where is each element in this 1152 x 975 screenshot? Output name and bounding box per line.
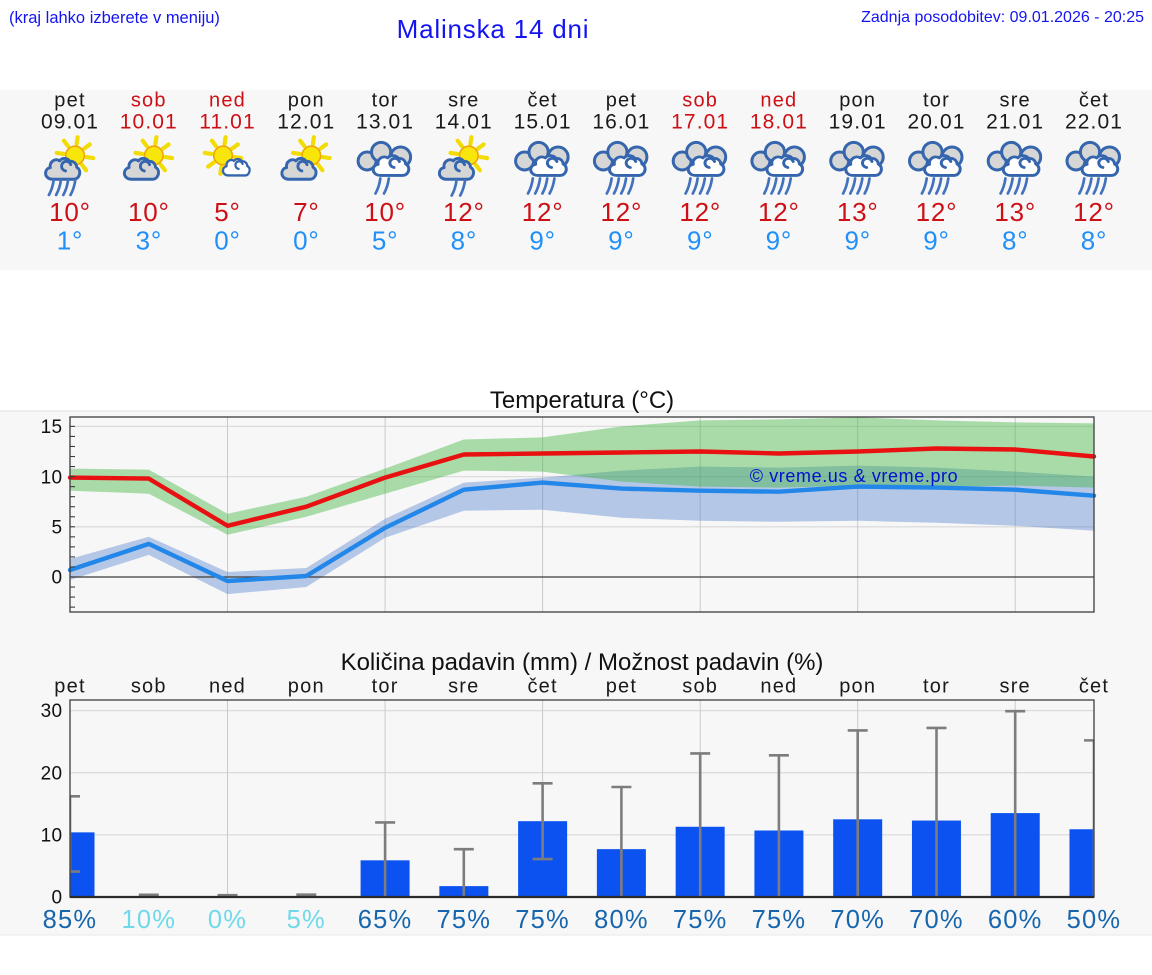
svg-text:09.01: 09.01 — [41, 111, 99, 134]
svg-text:sre: sre — [1000, 676, 1031, 698]
svg-text:pon: pon — [288, 676, 325, 698]
svg-text:5: 5 — [52, 518, 63, 539]
svg-text:70%: 70% — [830, 906, 885, 934]
svg-text:9°: 9° — [608, 226, 634, 256]
svg-text:pon: pon — [839, 90, 876, 112]
svg-text:0°: 0° — [293, 226, 319, 256]
svg-text:22.01: 22.01 — [1065, 111, 1123, 134]
svg-text:20.01: 20.01 — [907, 111, 965, 134]
svg-text:11.01: 11.01 — [199, 111, 256, 134]
svg-text:75%: 75% — [436, 906, 491, 934]
svg-text:pon: pon — [288, 90, 325, 112]
svg-text:pet: pet — [54, 90, 85, 112]
svg-text:pet: pet — [54, 676, 85, 698]
svg-text:15: 15 — [41, 417, 63, 438]
svg-text:12.01: 12.01 — [277, 111, 335, 134]
svg-text:30: 30 — [41, 701, 63, 722]
svg-text:75%: 75% — [673, 906, 728, 934]
svg-text:tor: tor — [923, 90, 950, 112]
svg-text:8°: 8° — [1081, 226, 1107, 256]
svg-text:13°: 13° — [994, 197, 1036, 227]
svg-text:12°: 12° — [522, 197, 564, 227]
svg-text:sob: sob — [131, 90, 167, 112]
svg-text:80%: 80% — [594, 906, 649, 934]
svg-text:9°: 9° — [923, 226, 949, 256]
svg-text:0: 0 — [52, 888, 63, 909]
svg-text:(kraj lahko izberete v meniju): (kraj lahko izberete v meniju) — [9, 9, 220, 27]
svg-text:20: 20 — [41, 763, 63, 784]
svg-text:10°: 10° — [49, 197, 91, 227]
svg-text:pon: pon — [839, 676, 876, 698]
svg-text:9°: 9° — [844, 226, 870, 256]
svg-text:ned: ned — [209, 676, 246, 698]
svg-text:50%: 50% — [1067, 906, 1122, 934]
svg-text:Zadnja posodobitev: 09.01.2026: Zadnja posodobitev: 09.01.2026 - 20:25 — [861, 9, 1144, 26]
svg-text:ned: ned — [760, 90, 797, 112]
svg-text:13°: 13° — [837, 197, 879, 227]
svg-text:14.01: 14.01 — [435, 111, 493, 134]
svg-text:10°: 10° — [364, 197, 406, 227]
svg-text:sre: sre — [448, 90, 479, 112]
svg-text:pet: pet — [606, 90, 637, 112]
svg-text:70%: 70% — [909, 906, 964, 934]
svg-text:9°: 9° — [529, 226, 555, 256]
svg-text:12°: 12° — [758, 197, 800, 227]
svg-text:5°: 5° — [214, 197, 240, 227]
svg-text:8°: 8° — [451, 226, 477, 256]
svg-text:85%: 85% — [43, 906, 98, 934]
svg-text:19.01: 19.01 — [829, 111, 887, 134]
svg-text:pet: pet — [606, 676, 637, 698]
svg-text:Temperatura (°C): Temperatura (°C) — [490, 387, 674, 414]
svg-text:Količina padavin (mm) / Možnos: Količina padavin (mm) / Možnost padavin … — [341, 649, 824, 676]
svg-text:3°: 3° — [136, 226, 162, 256]
svg-text:12°: 12° — [1073, 197, 1115, 227]
svg-text:65%: 65% — [358, 906, 413, 934]
svg-text:ned: ned — [209, 90, 246, 112]
svg-text:16.01: 16.01 — [592, 111, 650, 134]
svg-text:18.01: 18.01 — [750, 111, 808, 134]
svg-text:8°: 8° — [1002, 226, 1028, 256]
svg-text:13.01: 13.01 — [356, 111, 414, 134]
svg-text:10.01: 10.01 — [120, 111, 178, 134]
svg-text:sre: sre — [448, 676, 479, 698]
svg-text:75%: 75% — [515, 906, 570, 934]
svg-text:7°: 7° — [293, 197, 319, 227]
svg-text:10: 10 — [41, 467, 63, 488]
svg-text:tor: tor — [372, 676, 399, 698]
svg-text:0: 0 — [52, 568, 63, 589]
svg-text:© vreme.us & vreme.pro: © vreme.us & vreme.pro — [750, 466, 959, 486]
svg-text:tor: tor — [372, 90, 399, 112]
svg-text:10: 10 — [41, 826, 63, 847]
svg-text:75%: 75% — [752, 906, 807, 934]
svg-text:Malinska 14 dni: Malinska 14 dni — [397, 14, 590, 44]
svg-text:čet: čet — [527, 90, 557, 112]
svg-text:10°: 10° — [128, 197, 170, 227]
svg-text:9°: 9° — [687, 226, 713, 256]
svg-text:sob: sob — [131, 676, 167, 698]
svg-text:15.01: 15.01 — [514, 111, 572, 134]
svg-text:tor: tor — [923, 676, 950, 698]
svg-text:10%: 10% — [121, 906, 176, 934]
svg-text:sre: sre — [1000, 90, 1031, 112]
svg-text:5°: 5° — [372, 226, 398, 256]
svg-text:ned: ned — [760, 676, 797, 698]
svg-text:0°: 0° — [214, 226, 240, 256]
svg-text:5%: 5% — [287, 906, 326, 934]
svg-text:sob: sob — [682, 90, 718, 112]
svg-text:60%: 60% — [988, 906, 1043, 934]
svg-text:sob: sob — [682, 676, 718, 698]
svg-text:0%: 0% — [208, 906, 247, 934]
svg-text:17.01: 17.01 — [671, 111, 729, 134]
svg-text:21.01: 21.01 — [986, 111, 1044, 134]
svg-text:čet: čet — [527, 676, 557, 698]
svg-text:12°: 12° — [679, 197, 721, 227]
svg-text:12°: 12° — [443, 197, 485, 227]
svg-text:čet: čet — [1079, 676, 1109, 698]
svg-text:12°: 12° — [916, 197, 958, 227]
svg-text:9°: 9° — [766, 226, 792, 256]
svg-text:1°: 1° — [57, 226, 83, 256]
svg-text:čet: čet — [1079, 90, 1109, 112]
svg-text:12°: 12° — [601, 197, 643, 227]
